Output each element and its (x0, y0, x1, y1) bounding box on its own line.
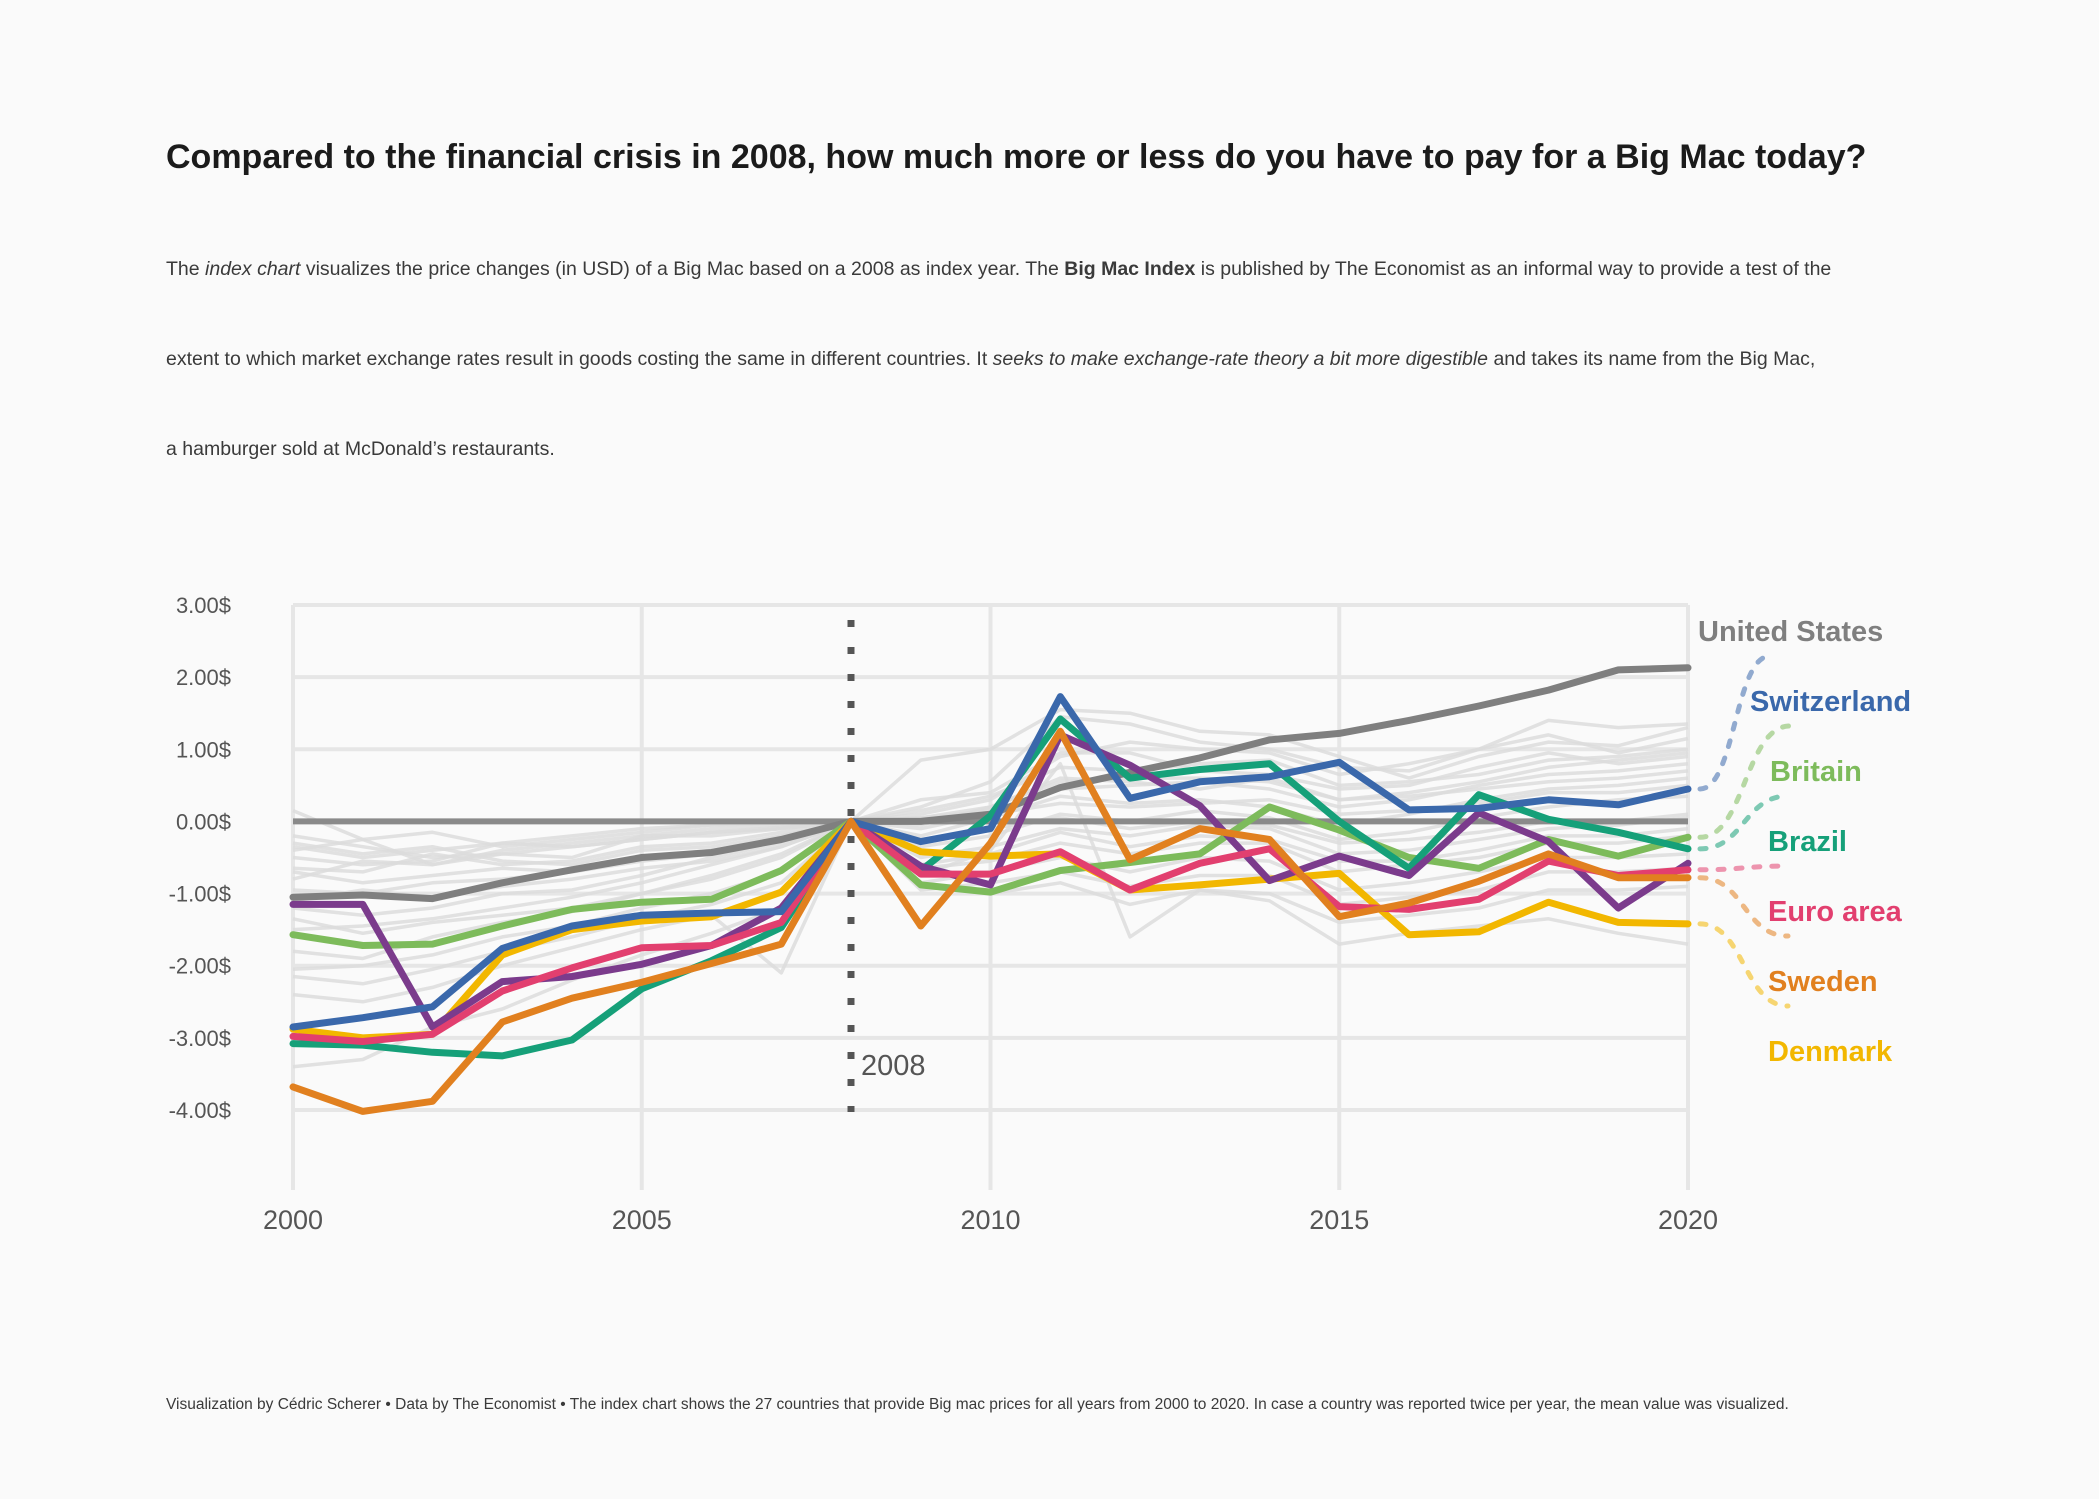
background-country-line (292, 751, 1689, 853)
background-country-line (292, 769, 1689, 860)
subtitle-line-1: The index chart visualizes the price cha… (166, 224, 1906, 314)
series-line (289, 817, 1692, 1042)
label-connector (1697, 875, 1791, 939)
x-axis-ticks: 2000 2005 2010 2015 2020 (263, 1205, 1718, 1235)
subtitle-run: Big Mac Index (1064, 258, 1196, 280)
series-line (289, 715, 1692, 1060)
background-country-line (292, 761, 1689, 1069)
subtitle-run: The (166, 258, 206, 280)
y-tick-label: -4.00$ (169, 1098, 231, 1123)
subtitle-run: is published by The Economist as an info… (1195, 258, 1832, 280)
x-tick-label: 2010 (960, 1205, 1020, 1235)
country-label: Switzerland (1750, 686, 1911, 718)
series-line (289, 727, 1692, 1115)
country-label: Britain (1770, 756, 1862, 788)
subtitle-line-2: extent to which market exchange rates re… (166, 314, 1906, 404)
highlighted-country-lines (289, 664, 1692, 1115)
subtitle-run: and takes its name from the Big Mac, (1488, 348, 1816, 370)
label-connector (1697, 863, 1791, 873)
y-tick-label: -3.00$ (169, 1026, 231, 1051)
background-country-line (292, 707, 1689, 867)
country-label: Brazil (1768, 826, 1847, 858)
y-tick-label: -1.00$ (169, 882, 231, 907)
x-tick-label: 2015 (1309, 1205, 1369, 1235)
reference-year-marker: 2008 (847, 620, 926, 1112)
y-axis-ticks: 3.00$ 2.00$ 1.00$ 0.00$ -1.00$ -2.00$ -3.00$ -4… (169, 593, 231, 1123)
label-connector (1697, 723, 1793, 840)
chart-caption: Visualization by Cédric Scherer • Data b… (166, 1396, 1789, 1413)
y-tick-label: 2.00$ (176, 665, 231, 690)
chart-subtitle: The index chart visualizes the price cha… (166, 224, 1906, 494)
chart-title: Compared to the financial crisis in 2008… (166, 138, 1867, 176)
label-connector (1697, 793, 1791, 852)
country-label: Euro area (1768, 896, 1903, 928)
subtitle-line-3: a hamburger sold at McDonald’s restauran… (166, 404, 1906, 494)
label-connector (1697, 921, 1791, 1009)
subtitle-run: index chart (205, 258, 301, 280)
series-line (289, 803, 1692, 949)
y-tick-label: 0.00$ (176, 809, 231, 834)
country-label: Denmark (1768, 1036, 1893, 1068)
y-tick-label: 1.00$ (176, 737, 231, 762)
series-line (289, 693, 1692, 1031)
series-line (289, 817, 1692, 1045)
country-labels: United States Switzerland Britain Brazil Eur… (1698, 616, 1911, 1068)
x-tick-label: 2000 (263, 1205, 323, 1235)
country-label: Sweden (1768, 966, 1878, 998)
x-tick-label: 2020 (1658, 1205, 1718, 1235)
label-connectors (1697, 653, 1793, 1009)
background-country-line (292, 747, 1689, 874)
label-connector (1697, 653, 1773, 792)
reference-year-label: 2008 (861, 1050, 926, 1082)
y-tick-label: 3.00$ (176, 593, 231, 618)
subtitle-run: visualizes the price changes (in USD) of… (300, 258, 1065, 280)
subtitle-run: extent to which market exchange rates re… (166, 348, 993, 370)
y-tick-label: -2.00$ (169, 954, 231, 979)
country-label: United States (1698, 616, 1883, 648)
subtitle-run: a hamburger sold at McDonald’s restauran… (166, 438, 555, 460)
x-tick-label: 2005 (612, 1205, 672, 1235)
subtitle-run: seeks to make exchange-rate theory a bit… (992, 348, 1489, 370)
